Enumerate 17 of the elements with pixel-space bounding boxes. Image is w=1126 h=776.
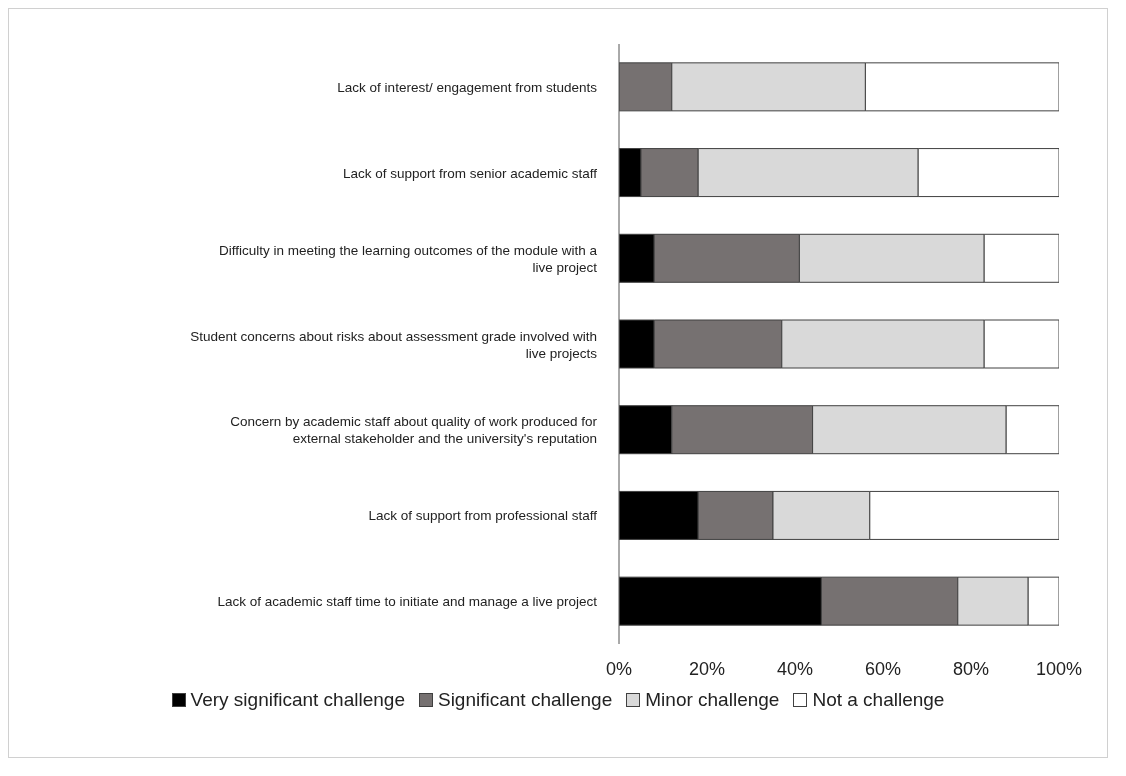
legend-label: Minor challenge — [645, 689, 780, 711]
x-tick-label: 40% — [776, 658, 814, 679]
legend-label: Significant challenge — [437, 689, 613, 711]
legend-label: Not a challenge — [812, 689, 945, 711]
y-tick-label: Lack of support from senior academic staff — [342, 165, 598, 181]
y-tick-label: Student concerns about risks about assessment grade involved with live projects — [190, 328, 598, 360]
y-tick-label: Concern by academic staff about quality of work produced for external stakeholder and the university's reputation — [230, 413, 598, 446]
x-tick-label: 80% — [952, 658, 990, 679]
y-tick-label: Difficulty in meeting the learning outcomes of the module with a live project — [219, 242, 598, 275]
legend-label: Very significant challenge — [190, 689, 405, 711]
x-tick-label: 0% — [605, 658, 633, 679]
x-tick-label: 100% — [1035, 658, 1083, 679]
x-tick-label: 60% — [864, 658, 902, 679]
y-tick-label: Lack of interest/ engagement from students — [337, 79, 598, 95]
y-tick-label: Lack of academic staff time to initiate and manage a live project — [217, 593, 598, 609]
x-tick-label: 20% — [688, 658, 726, 679]
y-tick-label: Lack of support from professional staff — [368, 507, 598, 523]
